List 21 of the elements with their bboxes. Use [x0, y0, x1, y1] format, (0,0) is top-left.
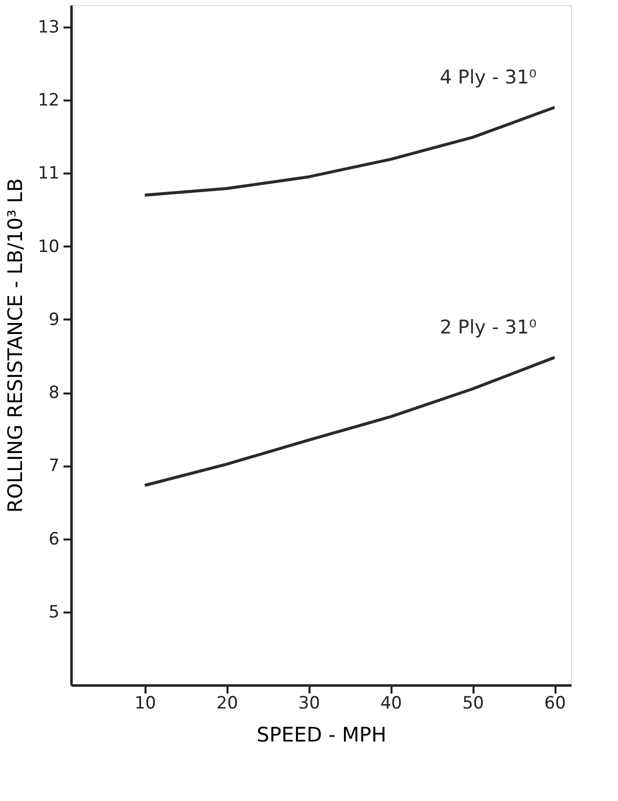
x-tick-label: 60 [544, 694, 566, 714]
y-tick-label: 7 [48, 456, 60, 476]
y-tick-label: 9 [48, 310, 60, 330]
y-tick-label: 12 [38, 90, 60, 111]
y-tick-label: 13 [38, 17, 60, 38]
line-series [143, 356, 556, 487]
x-tick-label: 30 [298, 694, 320, 714]
x-tick-label: 20 [216, 694, 238, 714]
y-tick-label: 6 [48, 529, 60, 550]
series-label: 4 Ply - 31⁰ [440, 66, 537, 88]
x-tick-label: 10 [134, 694, 156, 714]
x-tick-label: 40 [380, 694, 402, 714]
x-tick-label: 50 [462, 694, 484, 714]
line-series [143, 106, 556, 197]
y-tick-label: 5 [48, 602, 60, 622]
y-tick-label: 8 [48, 383, 60, 404]
series-label: 2 Ply - 31⁰ [440, 316, 537, 338]
x-axis-title: SPEED - MPH [256, 722, 386, 746]
y-axis-title: ROLLING RESISTANCE - LB/10³ LB [2, 178, 27, 513]
y-tick-label: 11 [38, 164, 60, 184]
y-tick-label: 10 [38, 236, 60, 257]
